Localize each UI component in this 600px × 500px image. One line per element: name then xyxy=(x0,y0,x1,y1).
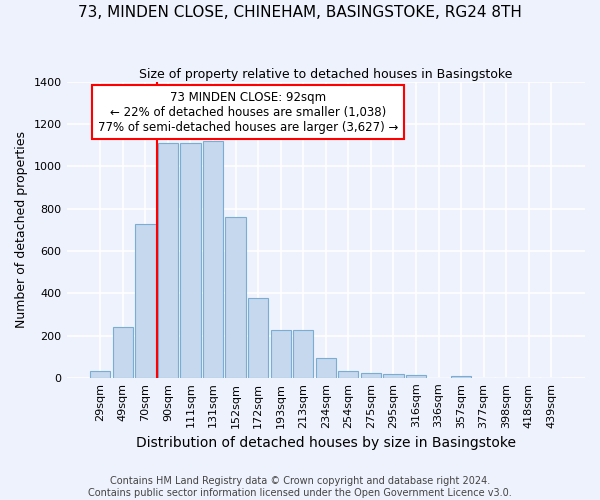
Bar xyxy=(226,217,246,378)
Bar xyxy=(203,141,223,378)
Bar xyxy=(90,372,110,378)
Title: Size of property relative to detached houses in Basingstoke: Size of property relative to detached ho… xyxy=(139,68,512,80)
Bar xyxy=(338,372,358,378)
Bar xyxy=(316,358,336,378)
Bar xyxy=(293,330,313,378)
Bar xyxy=(158,143,178,378)
X-axis label: Distribution of detached houses by size in Basingstoke: Distribution of detached houses by size … xyxy=(136,436,516,450)
Bar xyxy=(383,374,404,378)
Bar xyxy=(451,376,471,378)
Text: Contains HM Land Registry data © Crown copyright and database right 2024.
Contai: Contains HM Land Registry data © Crown c… xyxy=(88,476,512,498)
Bar xyxy=(361,372,381,378)
Bar xyxy=(248,298,268,378)
Bar xyxy=(271,330,291,378)
Text: 73 MINDEN CLOSE: 92sqm
← 22% of detached houses are smaller (1,038)
77% of semi-: 73 MINDEN CLOSE: 92sqm ← 22% of detached… xyxy=(98,90,398,134)
Bar xyxy=(135,224,155,378)
Y-axis label: Number of detached properties: Number of detached properties xyxy=(15,131,28,328)
Bar xyxy=(181,143,200,378)
Bar xyxy=(406,374,426,378)
Bar xyxy=(113,327,133,378)
Text: 73, MINDEN CLOSE, CHINEHAM, BASINGSTOKE, RG24 8TH: 73, MINDEN CLOSE, CHINEHAM, BASINGSTOKE,… xyxy=(78,5,522,20)
